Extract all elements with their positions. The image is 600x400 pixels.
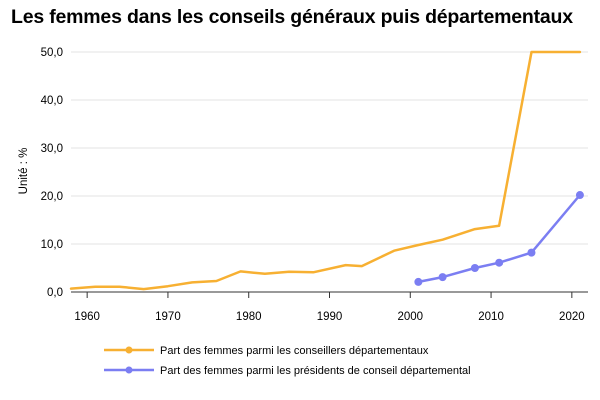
data-point[interactable]: [495, 258, 504, 267]
x-tick-label: 2000: [397, 311, 423, 323]
series-line-2: [417, 193, 582, 284]
y-axis-title: Unité : %: [18, 148, 30, 195]
legend-label: Part des femmes parmi les conseillers dé…: [160, 345, 429, 357]
data-point[interactable]: [527, 248, 536, 257]
x-tick-label: 2020: [559, 311, 585, 323]
x-tick-label: 1980: [236, 311, 262, 323]
legend-item-1[interactable]: Part des femmes parmi les conseillers dé…: [104, 345, 429, 357]
data-point[interactable]: [414, 277, 423, 286]
series-layer: [69, 50, 584, 291]
data-point[interactable]: [470, 264, 479, 272]
y-tick-label: 30,0: [41, 143, 63, 155]
x-tick-label: 2010: [478, 311, 504, 323]
y-tick-label: 40,0: [41, 95, 63, 107]
axis-layer: 0,0 10,0 20,0 30,0 40,0 50,0 1960 1970 1980 1990 2…: [18, 47, 588, 323]
y-tick-label: 0,0: [47, 287, 63, 299]
legend: Part des femmes parmi les conseillers dé…: [104, 345, 471, 377]
y-tick-label: 20,0: [41, 191, 63, 203]
x-tick-label: 1970: [155, 311, 181, 323]
series-line-1: [69, 50, 582, 291]
grid-layer: [71, 51, 588, 245]
chart-title: Les femmes dans les conseils généraux pu…: [11, 6, 573, 28]
y-tick-label: 10,0: [41, 239, 63, 251]
legend-swatch-marker: [125, 366, 133, 374]
y-tick-label: 50,0: [41, 47, 63, 59]
legend-item-2[interactable]: Part des femmes parmi les présidents de …: [104, 365, 471, 377]
data-point[interactable]: [575, 191, 584, 200]
data-point[interactable]: [438, 273, 447, 282]
x-tick-label: 1960: [74, 311, 100, 323]
legend-label: Part des femmes parmi les présidents de …: [160, 365, 471, 377]
legend-swatch-marker: [125, 346, 133, 354]
x-tick-label: 1990: [317, 311, 343, 323]
